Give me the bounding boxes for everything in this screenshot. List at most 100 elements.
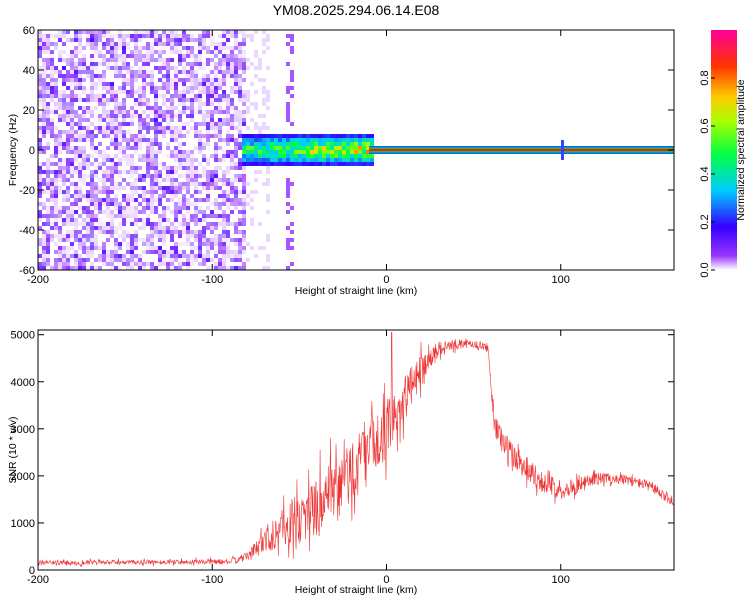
spectrogram-cell bbox=[162, 94, 166, 98]
spectrogram-cell bbox=[150, 154, 154, 158]
spectrogram-cell bbox=[86, 110, 90, 114]
spectrogram-cell bbox=[214, 66, 218, 70]
spectrogram-cell bbox=[310, 154, 314, 158]
spectrogram-cell bbox=[90, 254, 94, 258]
spectrogram-cell bbox=[174, 86, 178, 90]
spectrogram-cell bbox=[170, 210, 174, 214]
spectrogram-cell bbox=[182, 158, 186, 162]
spectrogram-cell bbox=[74, 62, 78, 66]
spectrogram-cell bbox=[182, 242, 186, 246]
spectrogram-cell bbox=[142, 126, 146, 130]
spectrogram-cell bbox=[270, 154, 274, 158]
spectrogram-cell bbox=[230, 198, 234, 202]
spectrogram-cell bbox=[66, 254, 70, 258]
spectrogram-cell bbox=[130, 50, 134, 54]
spectrogram-cell bbox=[90, 78, 94, 82]
spectrogram-cell bbox=[74, 194, 78, 198]
spectrogram-cell bbox=[146, 246, 150, 250]
spectrogram-cell bbox=[78, 266, 82, 270]
spectrogram-cell bbox=[242, 50, 246, 54]
spectrogram-cell bbox=[146, 50, 150, 54]
spectrogram-cell bbox=[114, 122, 118, 126]
spectrogram-cell bbox=[130, 38, 134, 42]
spectrogram-cell bbox=[262, 50, 266, 54]
spectrogram-cell bbox=[46, 142, 50, 146]
spectrogram-cell bbox=[166, 114, 170, 118]
spectrogram-cell bbox=[42, 46, 46, 50]
spectrogram-cell bbox=[186, 178, 190, 182]
spectrogram-cell bbox=[190, 158, 194, 162]
spectrogram-cell bbox=[102, 126, 106, 130]
spectrogram-cell bbox=[186, 226, 190, 230]
spectrogram-cell bbox=[198, 150, 202, 154]
spectrogram-cell bbox=[278, 142, 282, 146]
spectrogram-cell bbox=[90, 178, 94, 182]
snr-x-label: Height of straight line (km) bbox=[295, 584, 418, 596]
spectrogram-cell bbox=[142, 206, 146, 210]
spectrogram-cell bbox=[46, 250, 50, 254]
spectrogram-cell bbox=[114, 226, 118, 230]
spectrogram-cell bbox=[90, 202, 94, 206]
spectrogram-cell bbox=[218, 202, 222, 206]
spectrogram-cell bbox=[122, 118, 126, 122]
spectrogram-cell bbox=[194, 98, 198, 102]
spectrogram-cell bbox=[198, 82, 202, 86]
spectrogram-cell bbox=[170, 126, 174, 130]
spectrogram-cell bbox=[78, 134, 82, 138]
spectrogram-cell bbox=[58, 114, 62, 118]
spectrogram-cell bbox=[166, 90, 170, 94]
spectrogram-cell bbox=[66, 110, 70, 114]
spectrogram-cell bbox=[238, 202, 242, 206]
spectrogram-cell bbox=[254, 50, 258, 54]
spectrogram-cell bbox=[258, 62, 262, 66]
spectrogram-cell bbox=[234, 266, 238, 270]
spectrogram-cell bbox=[46, 82, 50, 86]
spectrogram-cell bbox=[290, 262, 294, 266]
spectrogram-cell bbox=[226, 178, 230, 182]
spectrogram-cell bbox=[234, 78, 238, 82]
spectrogram-cell bbox=[106, 82, 110, 86]
spectrogram-cell bbox=[198, 242, 202, 246]
spectrogram-cell bbox=[178, 182, 182, 186]
spectrogram-cell bbox=[242, 230, 246, 234]
spectrogram-cell bbox=[74, 266, 78, 270]
spectrogram-cell bbox=[346, 138, 350, 142]
spectrogram-cell bbox=[58, 58, 62, 62]
spectrogram-cell bbox=[114, 198, 118, 202]
spectrogram-cell bbox=[82, 106, 86, 110]
spectrogram-cell bbox=[134, 98, 138, 102]
spectrogram-cell bbox=[182, 66, 186, 70]
spectrogram-cell bbox=[102, 46, 106, 50]
spectrogram-cell bbox=[146, 98, 150, 102]
spectrogram-cell bbox=[158, 214, 162, 218]
spectrogram-cell bbox=[50, 170, 54, 174]
spectrogram-cell bbox=[78, 186, 82, 190]
spectrogram-cell bbox=[134, 262, 138, 266]
spectrogram-cell bbox=[210, 214, 214, 218]
spectrogram-cell bbox=[38, 174, 42, 178]
spectrogram-cell bbox=[90, 190, 94, 194]
spectrogram-cell bbox=[114, 206, 118, 210]
spectrogram-cell bbox=[162, 262, 166, 266]
spectrogram-cell bbox=[166, 62, 170, 66]
spectrogram-cell bbox=[326, 138, 330, 142]
spectrogram-cell bbox=[226, 234, 230, 238]
spectrogram-cell bbox=[206, 266, 210, 270]
spectrogram-cell bbox=[182, 154, 186, 158]
spectrogram-cell bbox=[130, 122, 134, 126]
spectrogram-cell bbox=[158, 186, 162, 190]
spectrogram-cell bbox=[226, 30, 230, 34]
spectrogram-cell bbox=[202, 74, 206, 78]
spectrogram-cell bbox=[234, 46, 238, 50]
spectrogram-cell bbox=[130, 34, 134, 38]
spectrogram-cell bbox=[178, 222, 182, 226]
spectrogram-cell bbox=[186, 122, 190, 126]
spectrogram-cell bbox=[98, 222, 102, 226]
spectrogram-cell bbox=[138, 146, 142, 150]
spectrogram-cell bbox=[182, 174, 186, 178]
spectrogram-cell bbox=[54, 202, 58, 206]
spectrogram-cell bbox=[158, 174, 162, 178]
spectrogram-cell bbox=[190, 150, 194, 154]
spectrogram-cell bbox=[186, 166, 190, 170]
spectrogram-cell bbox=[66, 146, 70, 150]
